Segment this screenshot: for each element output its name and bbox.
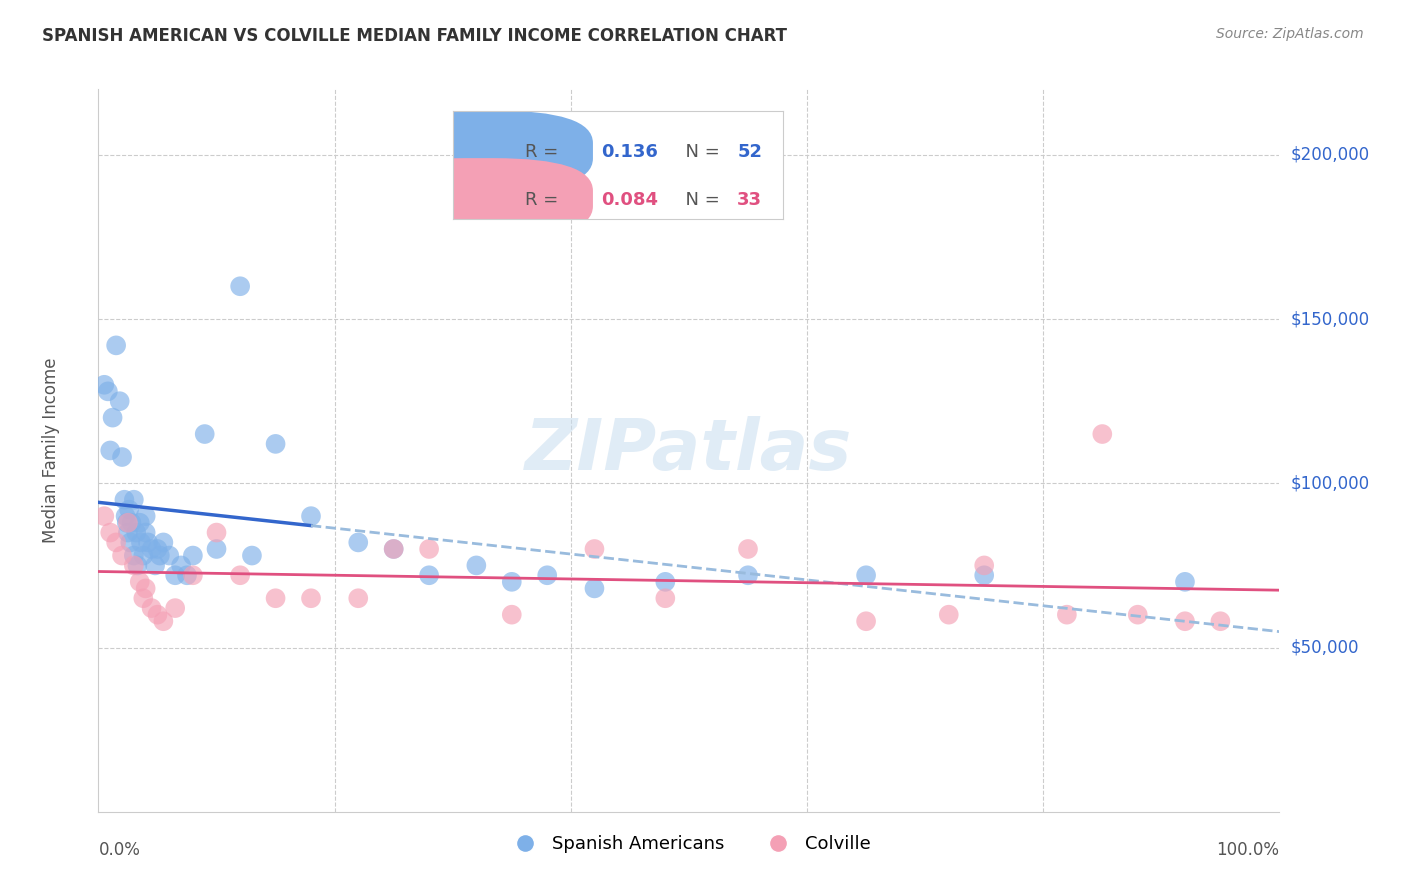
Point [122, 549, 145, 563]
Point [135, 509, 157, 524]
Point [121, 516, 143, 530]
Point [264, 437, 287, 451]
Point [141, 601, 163, 615]
Point [114, 509, 136, 524]
Point [205, 541, 228, 556]
Point [418, 568, 440, 582]
Point [105, 338, 128, 352]
Point [382, 541, 405, 556]
Point [973, 568, 995, 582]
Point [299, 591, 322, 606]
Text: 100.0%: 100.0% [1216, 840, 1279, 859]
Point [129, 535, 152, 549]
Point [165, 601, 187, 615]
Point [654, 591, 676, 606]
Point [299, 509, 322, 524]
Point [115, 516, 138, 530]
Point [125, 525, 148, 540]
Text: 0.0%: 0.0% [98, 840, 141, 859]
Point [146, 541, 169, 556]
Text: SPANISH AMERICAN VS COLVILLE MEDIAN FAMILY INCOME CORRELATION CHART: SPANISH AMERICAN VS COLVILLE MEDIAN FAMI… [42, 27, 787, 45]
Point [501, 607, 523, 622]
Point [501, 574, 523, 589]
Point [136, 535, 159, 549]
Point [111, 450, 134, 464]
Point [1056, 607, 1078, 622]
Point [1209, 614, 1232, 628]
Point [855, 614, 877, 628]
Point [1126, 607, 1149, 622]
Point [347, 591, 370, 606]
Point [132, 549, 155, 563]
Point [93, 509, 115, 524]
Text: $50,000: $50,000 [1291, 639, 1360, 657]
Point [240, 549, 263, 563]
Point [264, 591, 287, 606]
Point [118, 502, 141, 516]
Point [120, 535, 142, 549]
Point [229, 279, 252, 293]
Point [98, 525, 121, 540]
Point [143, 558, 166, 573]
Point [1174, 574, 1197, 589]
Point [737, 568, 759, 582]
Point [170, 558, 193, 573]
Point [855, 568, 877, 582]
Point [132, 591, 155, 606]
Point [583, 582, 606, 596]
Point [141, 541, 163, 556]
Point [229, 568, 252, 582]
Point [1174, 614, 1197, 628]
Point [122, 558, 145, 573]
Point [418, 541, 440, 556]
Point [152, 614, 174, 628]
Point [146, 607, 169, 622]
Point [117, 516, 139, 530]
Text: Source: ZipAtlas.com: Source: ZipAtlas.com [1216, 27, 1364, 41]
Point [465, 558, 488, 573]
Point [157, 549, 180, 563]
Point [194, 427, 217, 442]
Point [127, 558, 149, 573]
Point [181, 568, 204, 582]
Point [938, 607, 960, 622]
Point [347, 535, 370, 549]
Point [97, 384, 120, 399]
Point [122, 492, 145, 507]
Point [737, 541, 759, 556]
Point [128, 574, 150, 589]
Point [135, 525, 157, 540]
Point [105, 535, 128, 549]
Point [112, 492, 135, 507]
Legend: Spanish Americans, Colville: Spanish Americans, Colville [499, 828, 879, 861]
Point [117, 525, 139, 540]
Text: ZIPatlas: ZIPatlas [526, 416, 852, 485]
Point [135, 582, 157, 596]
Point [108, 394, 131, 409]
Point [176, 568, 198, 582]
Text: Median Family Income: Median Family Income [42, 358, 60, 543]
Point [1091, 427, 1114, 442]
Point [165, 568, 187, 582]
Point [101, 410, 124, 425]
Point [654, 574, 676, 589]
Point [205, 525, 228, 540]
Text: $100,000: $100,000 [1291, 475, 1369, 492]
Point [128, 516, 150, 530]
Point [181, 549, 204, 563]
Point [583, 541, 606, 556]
Point [152, 535, 174, 549]
Text: $150,000: $150,000 [1291, 310, 1369, 328]
Point [536, 568, 558, 582]
Point [93, 377, 115, 392]
Point [149, 549, 172, 563]
Point [98, 443, 121, 458]
Text: $200,000: $200,000 [1291, 146, 1369, 164]
Point [382, 541, 405, 556]
Point [973, 558, 995, 573]
Point [111, 549, 134, 563]
